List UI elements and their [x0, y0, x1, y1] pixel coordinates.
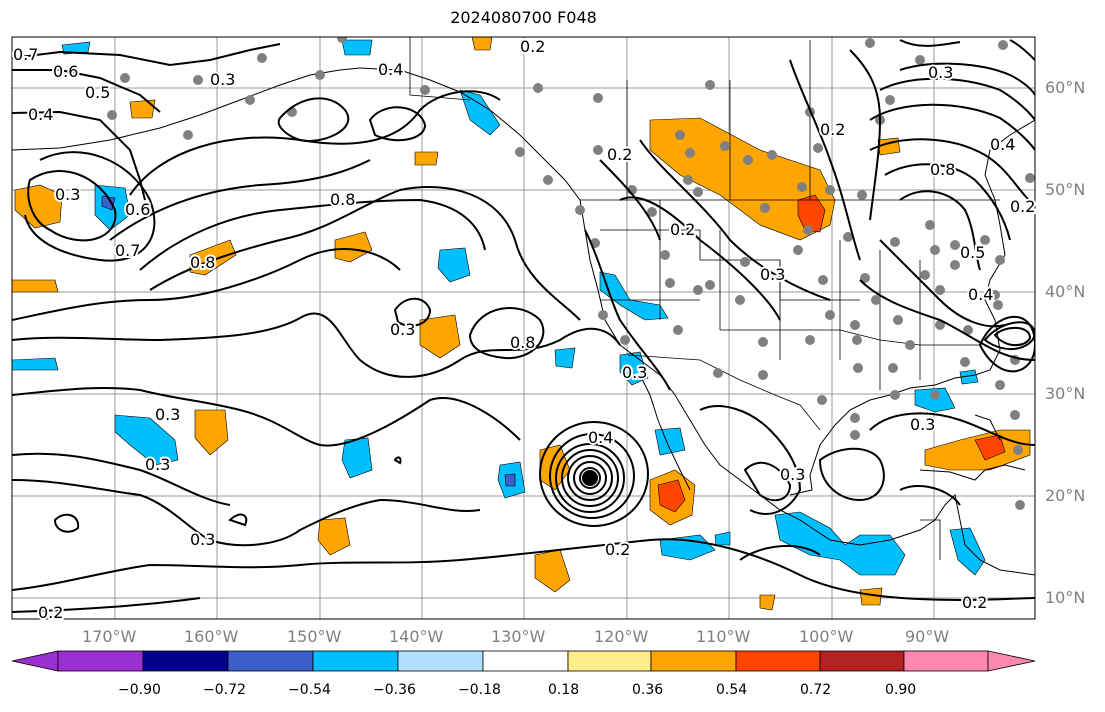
contour-label: 0.2 — [820, 120, 845, 139]
contour-label: 0.2 — [38, 603, 63, 622]
contour-label: 0.7 — [13, 45, 38, 64]
colorbar-segment — [735, 650, 821, 672]
contour-label: 0.6 — [53, 62, 78, 81]
colorbar-extend-min — [11, 650, 59, 672]
contour-label: 0.3 — [928, 63, 953, 82]
contour-label: 0.3 — [910, 415, 935, 434]
contour-label: 0.2 — [520, 37, 545, 56]
lon-label: 150°W — [287, 627, 342, 646]
contour-label: 0.7 — [115, 241, 140, 260]
colorbar-tick-label: 0.18 — [548, 682, 580, 698]
colorbar-tick-label: 0.36 — [632, 682, 664, 698]
contour-label: 0.8 — [330, 190, 355, 209]
lon-label: 140°W — [389, 627, 444, 646]
lat-label: 40°N — [1045, 282, 1086, 301]
lon-label: 120°W — [594, 627, 649, 646]
contour-label: 0.3 — [55, 185, 80, 204]
contour-label: 0.2 — [605, 540, 630, 559]
cyclone-center-marker — [582, 470, 598, 486]
anomaly-fill-negative — [12, 39, 986, 576]
lon-label: 170°W — [82, 627, 137, 646]
contour-label: 0.2 — [670, 220, 695, 239]
colorbar-segment — [142, 650, 229, 672]
lat-label: 60°N — [1045, 78, 1086, 97]
colorbar — [11, 650, 1036, 672]
lat-label: 20°N — [1045, 486, 1086, 505]
colorbar-tick-label: −0.90 — [118, 682, 161, 698]
colorbar-tick-label: −0.18 — [458, 682, 501, 698]
contour-label: 0.3 — [390, 320, 415, 339]
contour-label: 0.8 — [190, 253, 215, 272]
map-title: 2024080700 F048 — [450, 8, 597, 27]
contour-label: 0.8 — [510, 333, 535, 352]
contour-label: 0.3 — [780, 465, 805, 484]
anomaly-fill-positive — [12, 37, 1031, 611]
map-frame — [11, 36, 1036, 620]
colorbar-segment — [57, 650, 144, 672]
contour-label: 0.3 — [760, 265, 785, 284]
contour-lines — [12, 39, 1035, 613]
lat-label: 30°N — [1045, 384, 1086, 403]
colorbar-tick-label: −0.36 — [373, 682, 416, 698]
colorbar-segment — [482, 650, 569, 672]
lat-label: 50°N — [1045, 180, 1086, 199]
colorbar-segment — [397, 650, 484, 672]
contour-label: 0.2 — [1010, 197, 1035, 216]
contour-label-group: 0.7 0.6 0.5 0.4 0.3 0.4 0.3 0.2 0.3 0.6 … — [11, 35, 1037, 624]
colorbar-segment — [819, 650, 905, 672]
contour-label: 0.3 — [210, 70, 235, 89]
lat-label: 10°N — [1045, 588, 1086, 607]
colorbar-segment — [650, 650, 737, 672]
contour-label: 0.6 — [125, 200, 150, 219]
contour-label: 0.4 — [378, 60, 403, 79]
colorbar-segment — [312, 650, 399, 672]
contour-label: 0.4 — [588, 428, 613, 447]
contour-label: 0.3 — [190, 530, 215, 549]
graticule — [12, 37, 1035, 619]
lon-label: 130°W — [491, 627, 546, 646]
contour-label: 0.2 — [962, 593, 987, 612]
lon-label: 100°W — [799, 627, 854, 646]
lon-label: 160°W — [184, 627, 239, 646]
contour-label: 0.4 — [990, 135, 1015, 154]
colorbar-segment — [227, 650, 314, 672]
colorbar-tick-label: 0.90 — [885, 682, 917, 698]
contour-label: 0.3 — [145, 455, 170, 474]
contour-label: 0.3 — [155, 405, 180, 424]
colorbar-tick-label: −0.72 — [203, 682, 246, 698]
colorbar-segment — [903, 650, 989, 672]
lon-label: 90°W — [905, 627, 950, 646]
colorbar-tick-label: 0.54 — [716, 682, 748, 698]
colorbar-extend-max — [987, 650, 1036, 672]
contour-label: 0.8 — [930, 160, 955, 179]
colorbar-tick-label: −0.54 — [288, 682, 331, 698]
colorbar-segment — [567, 650, 652, 672]
contour-label: 0.5 — [960, 243, 985, 262]
lon-label: 110°W — [696, 627, 751, 646]
contour-label: 0.3 — [622, 363, 647, 382]
station-markers — [107, 37, 1035, 510]
borders — [409, 37, 1000, 560]
contour-label: 0.5 — [85, 83, 110, 102]
coastlines — [12, 67, 1035, 576]
colorbar-tick-label: 0.72 — [800, 682, 832, 698]
contour-label: 0.4 — [968, 285, 993, 304]
contour-label: 0.4 — [28, 105, 53, 124]
contour-label: 0.2 — [607, 145, 632, 164]
